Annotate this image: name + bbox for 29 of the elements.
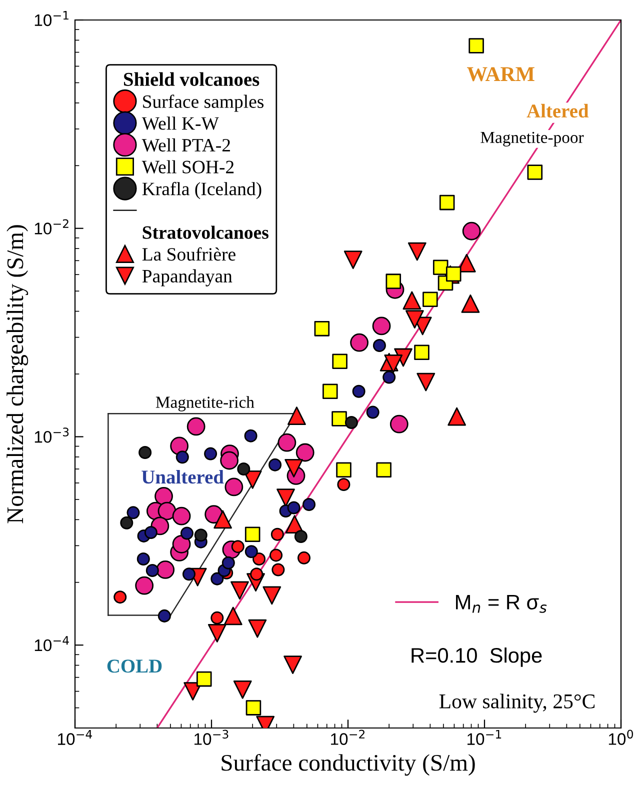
x-tick-label: 10$^{−3}$ [194, 730, 228, 745]
y-tick-label: 10$^{−4}$ [34, 636, 69, 652]
y-tick-label: 10$^{−2}$ [34, 219, 68, 234]
annotation: Magnetite-rich [156, 396, 254, 412]
legend-title: Shield volcanoes [124, 72, 260, 86]
legend-label: Well SOH-2 [142, 160, 234, 174]
annotation: Stratovolcanoes [142, 226, 268, 239]
annotation: Magnetite-poor [480, 132, 584, 146]
x-tick-label: 10$^{−2}$ [331, 730, 364, 745]
annotation: Unaltered [142, 470, 224, 484]
legend-label: Papandayan [142, 269, 232, 286]
legend-label: Well PTA-2 [142, 138, 230, 152]
annotation: WARM [467, 67, 534, 82]
annotation: COLD [107, 660, 162, 673]
x-tick-label: 10$^{−1}$ [468, 730, 502, 745]
x-axis-title: Surface conductivity (S/m) [222, 754, 475, 776]
legend-label: Krafla (Iceland) [142, 182, 262, 200]
x-tick-label: 10$^{−4}$ [58, 730, 92, 745]
legend-label: La Soufrière [142, 247, 236, 261]
annotation: R=0.10 Slope [412, 647, 542, 667]
y-tick-label: 10$^{−3}$ [34, 428, 69, 443]
legend-label: Surface samples [143, 94, 264, 112]
y-tick-label: 10$^{−1}$ [34, 11, 68, 26]
y-axis-title: Normalized chargeability (S/m) [6, 225, 28, 524]
legend-label: Well K-W [142, 116, 219, 130]
annotation: Altered [526, 104, 589, 118]
legend-label: M$_{n}$ = R σ$_{s}$ [456, 594, 547, 613]
x-tick-label: 10$^{0}$ [608, 730, 634, 745]
annotation: Low salinity, 25°C [439, 694, 595, 713]
